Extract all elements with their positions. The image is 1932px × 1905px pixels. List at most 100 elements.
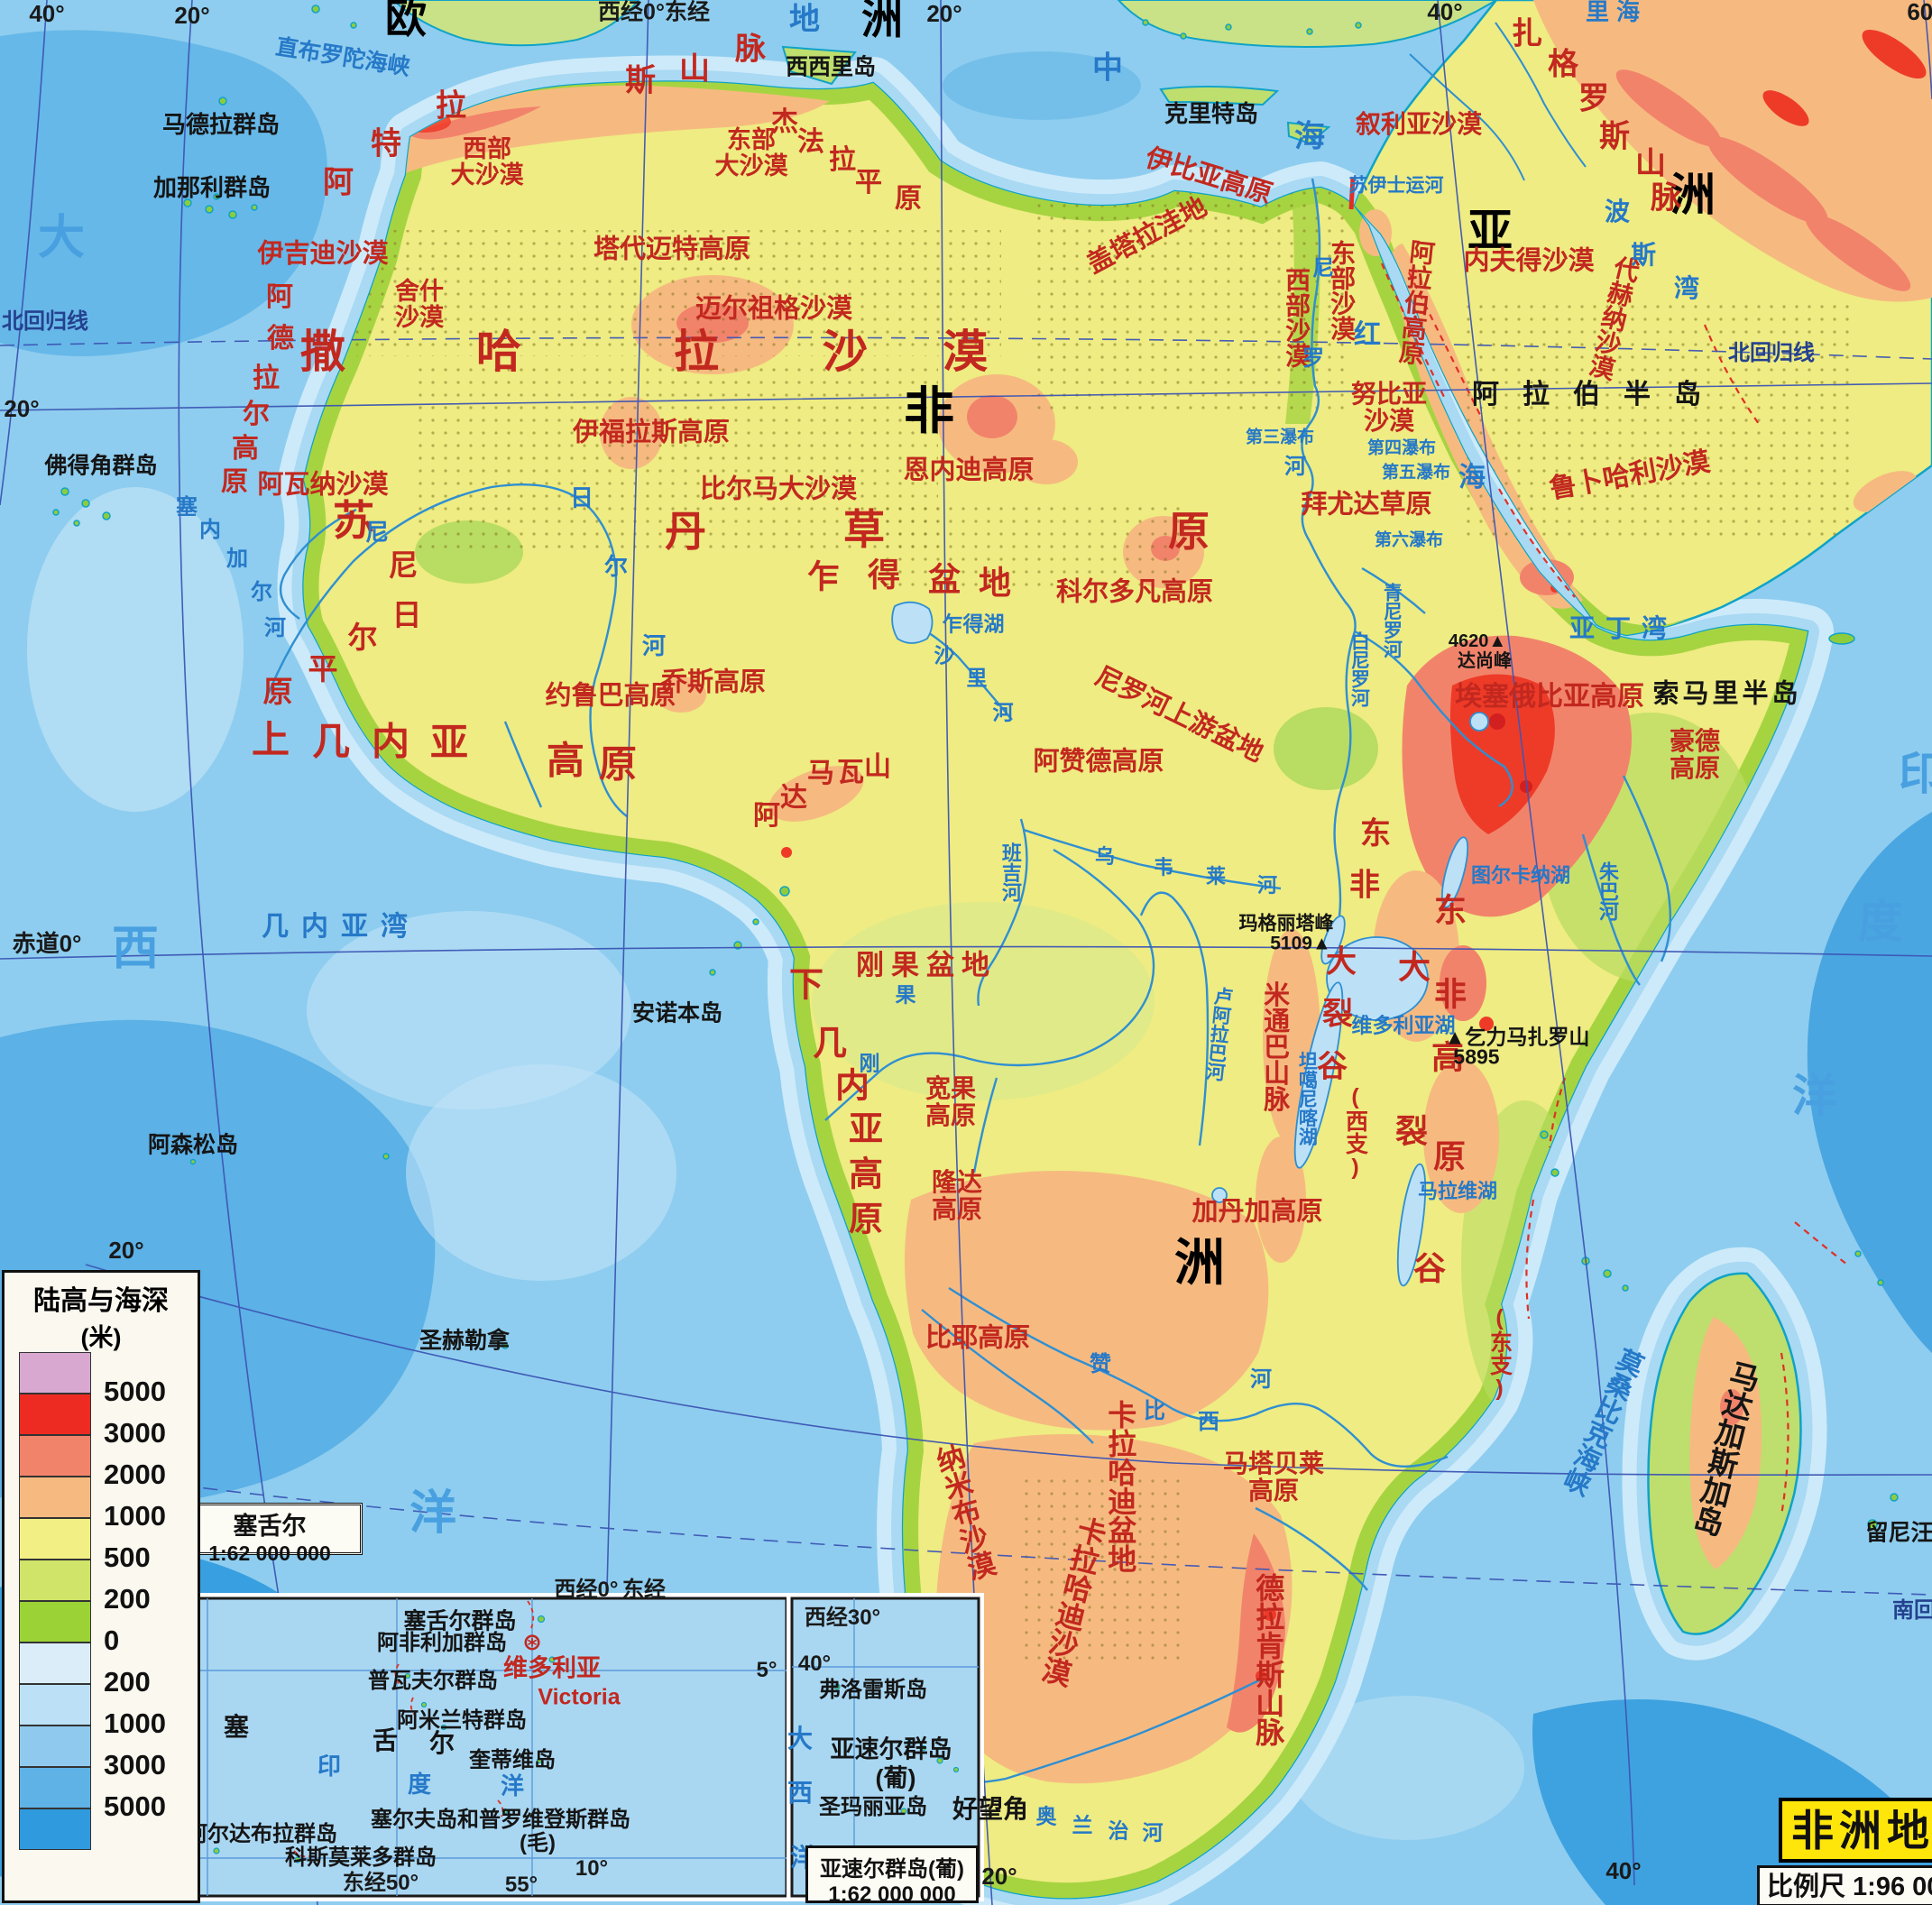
atbara-river (1361, 566, 1426, 614)
map-label: 坦噶尼喀湖 (1296, 1051, 1318, 1146)
map-label: 西部沙漠 (1283, 267, 1311, 368)
map-label: 奥 (1035, 1804, 1057, 1828)
legend-title: 陆高与海深 (33, 1286, 169, 1316)
lake-albert (1320, 915, 1346, 965)
map-label: (葡) (875, 1764, 916, 1792)
map-label: 玛格丽塔峰 (1238, 913, 1334, 934)
map-label: 乍得湖 (942, 612, 1005, 636)
niger-river (267, 483, 628, 817)
legend-band (19, 1560, 91, 1601)
map-label: 大 (1397, 948, 1431, 986)
map-label: 上 (251, 718, 290, 761)
map-label: 河 (992, 700, 1014, 724)
map-label: 原 (598, 742, 638, 786)
map-label: 圣赫勒拿 (419, 1328, 511, 1354)
map-label: 沙 (823, 327, 868, 377)
map-label: 加丹加高原 (1191, 1197, 1323, 1227)
map-label: 刚果盆地 (856, 949, 997, 981)
map-label: 尔 (251, 580, 272, 605)
map-label: ⊛ (522, 1627, 542, 1655)
map-label: 红 (1354, 319, 1381, 350)
uele-river (1023, 828, 1282, 890)
map-label: 直布罗陀海峡 (273, 33, 412, 81)
map-label: 洋 (500, 1772, 525, 1799)
map-label: 40° (797, 1652, 832, 1677)
map-label: 20° (981, 1862, 1017, 1890)
map-label: 撒 (300, 327, 345, 377)
map-label: 莫桑比克海峡 (1556, 1343, 1647, 1499)
tropic-of-cancer (0, 336, 1932, 360)
map-label: 东部 大沙漠 (714, 125, 788, 179)
map-label: 达尚峰 (1458, 651, 1512, 672)
map-label: 高 (848, 1155, 884, 1194)
map-label: 亚丁湾 (1569, 613, 1679, 642)
map-label: 德拉肯斯山脉 (1252, 1573, 1285, 1746)
legend-band (19, 1518, 91, 1560)
map-label: ▲乞力马扎罗山 (1444, 1025, 1590, 1049)
map-label: 第五瀑布 (1381, 463, 1451, 483)
map-label: 南回 (1892, 1598, 1932, 1624)
map-label: 卡拉哈迪盆地 (1104, 1400, 1137, 1573)
map-label: 塞 (176, 495, 198, 520)
zambezi-river (948, 1286, 1449, 1468)
map-label: 里海 (1585, 0, 1648, 25)
legend-boundary-value: 3000 (104, 1749, 166, 1781)
map-label: 努比亚 沙漠 (1350, 379, 1428, 435)
map-label: 山 (864, 751, 891, 782)
lake-mweru (1211, 1187, 1228, 1203)
map-label: 印 (317, 1752, 342, 1780)
map-label: 卡拉哈迪沙漠 (1035, 1513, 1109, 1689)
map-label: 中 (1092, 51, 1123, 86)
volta-river (503, 721, 543, 808)
map-label: 加 (226, 547, 248, 572)
map-label: 德 (267, 323, 294, 354)
map-label: 湾 (1673, 273, 1700, 302)
map-label: 尼 (1312, 256, 1334, 281)
map-label: 大 (1326, 944, 1357, 980)
map-label: 亚 (1467, 206, 1513, 256)
tigris-river (1495, 22, 1587, 168)
map-label: 扎 (1512, 16, 1542, 51)
suez-canal-mark (1348, 176, 1356, 210)
map-label: 杰 (771, 106, 798, 137)
map-label: 纳米布沙漠 (929, 1440, 998, 1585)
map-label: 哈 (476, 327, 521, 377)
desert-stipple (303, 185, 1849, 1660)
map-label: 塔代迈特高原 (593, 235, 751, 264)
map-label: 谷 (1412, 1249, 1447, 1287)
map-label: 朱巴河 (1596, 861, 1619, 921)
inset-azores-name: 亚速尔群岛(葡) (820, 1857, 964, 1882)
map-label: 马德拉群岛 (161, 110, 281, 138)
map-label: 5109▲ (1270, 933, 1331, 954)
lake-tanganyika (1293, 981, 1344, 1169)
map-label: 盆 (927, 560, 961, 598)
map-label: 罗 (1302, 346, 1324, 372)
map-label: 青尼罗河 (1381, 583, 1403, 658)
map-label: 平 (855, 167, 882, 198)
map-label: 斯 (625, 63, 656, 98)
map-label: 第六瀑布 (1374, 530, 1444, 550)
map-label: 河 (1142, 1820, 1164, 1845)
map-label: 瓦 (837, 757, 864, 787)
map-label: 刚 (859, 1051, 880, 1075)
map-label: 科斯莫莱多群岛 (285, 1845, 437, 1871)
map-label: 东经50° (342, 1871, 419, 1896)
map-label: 西经0° (554, 1578, 619, 1603)
lualaba-river (1139, 891, 1210, 1146)
inset1-grid (126, 1598, 787, 1896)
map-label: 马拉维湖 (1417, 1180, 1498, 1203)
inset-azores-title: 亚速尔群岛(葡) 1:62 000 000 (805, 1845, 979, 1905)
map-label: 苏 (333, 497, 374, 545)
map-label: 阿 (266, 281, 293, 312)
inset-azores-scale: 1:62 000 000 (828, 1882, 956, 1905)
map-label: 原 (221, 466, 248, 497)
parallel-20s (85, 1264, 1932, 1477)
inset2-islands (833, 1683, 960, 1815)
legend-boundary-value: 200 (104, 1666, 151, 1698)
map-label: 好望角 (952, 1794, 1029, 1823)
map-label: 原 (262, 675, 293, 709)
legend-boundary-value: 5000 (104, 1376, 166, 1408)
map-label: 20° (926, 0, 962, 27)
map-label: 拉 (436, 88, 466, 124)
